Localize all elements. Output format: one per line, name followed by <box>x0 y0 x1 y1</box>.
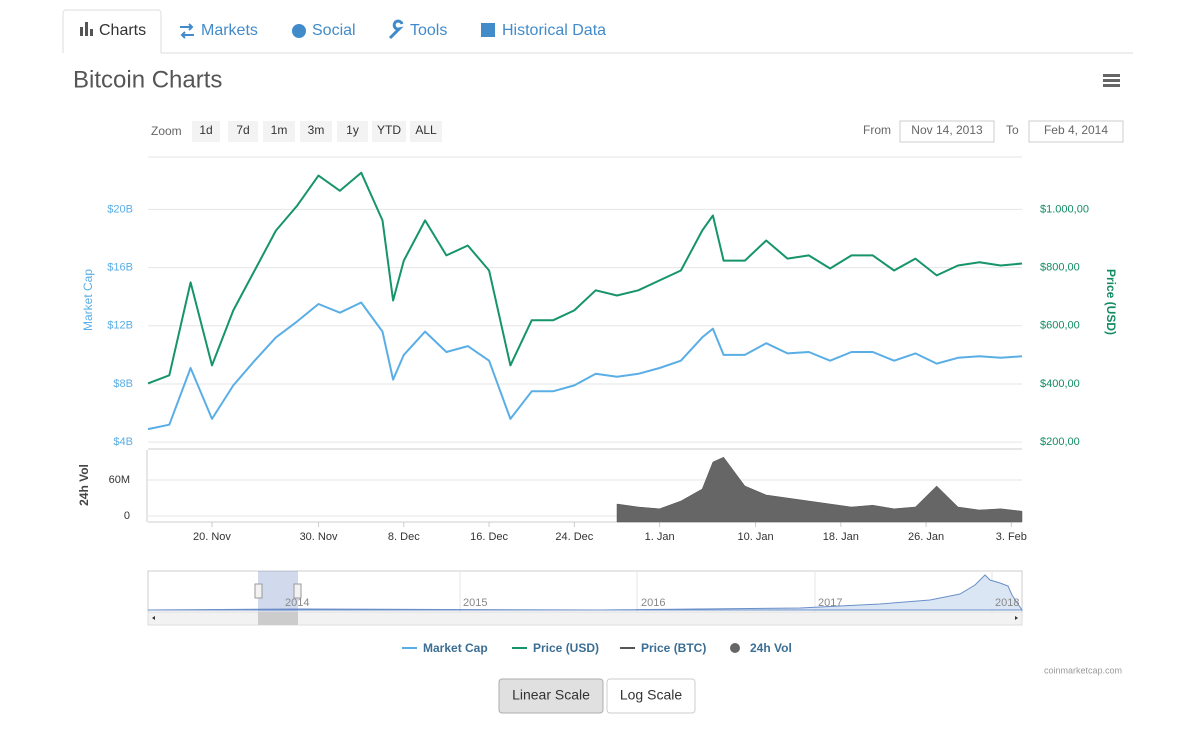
x-tick-label: 24. Dec <box>555 531 593 543</box>
from-value: Nov 14, 2013 <box>911 123 983 137</box>
from-label: From <box>863 123 891 137</box>
scale-button[interactable] <box>498 678 604 714</box>
tab[interactable]: Markets <box>201 22 258 39</box>
x-tick-label: 16. Dec <box>470 531 508 543</box>
navigator-labels: 2014 2015 2016 2017 2018 <box>285 597 1019 609</box>
x-tick-label: 26. Jan <box>908 531 944 543</box>
to-input[interactable] <box>1028 120 1124 143</box>
tab[interactable]: Tools <box>410 22 447 39</box>
navigator-handle[interactable] <box>293 583 302 599</box>
zoom-button[interactable] <box>300 121 332 142</box>
tools-icon <box>388 19 404 40</box>
to-label: To <box>1006 123 1019 137</box>
active-tab[interactable] <box>62 9 162 53</box>
zoom-buttons: 1d 7d 1m 3m 1y YTD ALL <box>192 121 442 142</box>
tab[interactable]: Social <box>312 22 356 39</box>
y2-tick-label: $200,00 <box>1040 436 1080 448</box>
scrollbar[interactable] <box>147 611 1023 626</box>
x-tick-label: 3. Feb <box>996 531 1027 543</box>
navigator-handle[interactable] <box>254 583 263 599</box>
y2-tick-label: $600,00 <box>1040 320 1080 332</box>
navigator-selection[interactable] <box>258 571 298 612</box>
chart-title: Bitcoin Charts <box>73 66 222 93</box>
zoom-button-label: 1d <box>199 123 212 137</box>
tab[interactable]: Historical Data <box>502 22 606 39</box>
zoom-button-label: 1m <box>271 123 288 137</box>
navigator-label: 2016 <box>641 597 665 609</box>
zoom-button-label: ALL <box>415 123 437 137</box>
social-icon <box>292 24 306 38</box>
zoom-button[interactable] <box>410 121 442 142</box>
calendar-icon <box>481 23 495 37</box>
navigator-label: 2018 <box>995 597 1019 609</box>
scale-button[interactable] <box>606 678 696 714</box>
menu-icon[interactable] <box>1103 74 1120 87</box>
y-tick-label: $20B <box>107 203 133 215</box>
x-tick-label: 8. Dec <box>388 531 420 543</box>
scale-button-label: Linear Scale <box>512 687 590 703</box>
zoom-button-label: YTD <box>377 123 401 137</box>
series-line <box>147 171 1023 385</box>
y2-tick-label: $1.000,00 <box>1040 203 1089 215</box>
x-tick-label: 30. Nov <box>300 531 338 543</box>
x-tick-label: 10. Jan <box>737 531 773 543</box>
to-value: Feb 4, 2014 <box>1044 123 1108 137</box>
zoom-button-label: 1y <box>346 123 359 137</box>
credit: coinmarketcap.com <box>1044 665 1122 675</box>
y2-tick-label: $400,00 <box>1040 378 1080 390</box>
zoom-button[interactable] <box>263 121 295 142</box>
y-tick-label: $8B <box>113 378 133 390</box>
scrollbar-thumb[interactable] <box>258 612 298 625</box>
zoom-label: Zoom <box>151 124 182 138</box>
y2-axis-title: Price (USD) <box>1104 269 1118 335</box>
zoom-button[interactable] <box>192 121 220 142</box>
x-tick-label: 20. Nov <box>193 531 231 543</box>
legend-label[interactable]: Price (BTC) <box>641 641 706 655</box>
legend-label[interactable]: Market Cap <box>423 641 488 655</box>
series-line <box>147 301 1023 431</box>
zoom-button[interactable] <box>228 121 258 142</box>
y3-tick-label: 0 <box>124 510 130 522</box>
from-input[interactable] <box>899 120 995 143</box>
scale-button-label: Log Scale <box>620 687 682 703</box>
markets-icon <box>180 23 194 39</box>
y3-tick-label: 60M <box>109 474 130 486</box>
legend: Market Cap Price (USD) Price (BTC) 24h Vol <box>402 641 792 655</box>
zoom-button-label: 7d <box>236 123 249 137</box>
zoom-button[interactable] <box>337 121 368 142</box>
legend-label[interactable]: Price (USD) <box>533 641 599 655</box>
y2-tick-label: $800,00 <box>1040 261 1080 273</box>
legend-label[interactable]: 24h Vol <box>750 641 792 655</box>
navigator-label: 2014 <box>285 597 309 609</box>
legend-symbol <box>730 643 740 653</box>
navigator-label: 2015 <box>463 597 487 609</box>
x-tick-label: 1. Jan <box>645 531 675 543</box>
y-tick-label: $12B <box>107 320 133 332</box>
volume-area <box>616 456 1023 523</box>
y-axis-title: Market Cap <box>81 269 95 331</box>
zoom-button[interactable] <box>372 121 406 142</box>
y3-axis-title: 24h Vol <box>77 464 91 506</box>
tab[interactable]: Charts <box>99 22 146 39</box>
zoom-button-label: 3m <box>308 123 325 137</box>
navigator-series <box>147 574 1023 611</box>
charts-icon <box>80 22 93 36</box>
y-tick-label: $4B <box>113 436 133 448</box>
navigator-label: 2017 <box>818 597 842 609</box>
y-tick-label: $16B <box>107 261 133 273</box>
x-tick-label: 18. Jan <box>823 531 859 543</box>
